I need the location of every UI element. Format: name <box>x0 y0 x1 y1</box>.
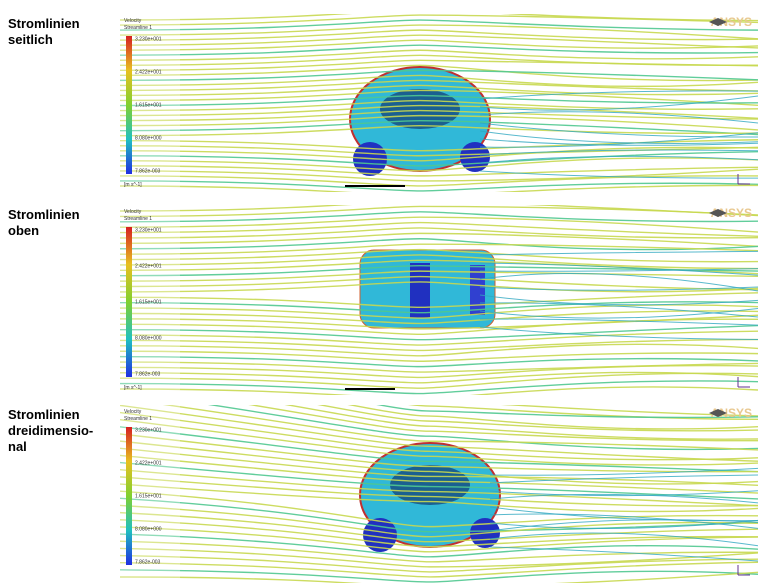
legend-title: Velocity <box>124 409 142 415</box>
legend-tick: 7.862e-003 <box>135 169 161 175</box>
legend-tick: 1.615e+001 <box>135 494 162 500</box>
scale-bar <box>345 388 395 390</box>
legend-title: Velocity <box>124 18 142 24</box>
streamline <box>120 362 758 372</box>
legend-tick: 3.230e+001 <box>135 428 162 434</box>
colorbar <box>126 36 132 174</box>
cfd-render: VelocityStreamline 1 3.230e+001 2.422e+001… <box>120 14 758 192</box>
legend-tick: 2.422e+001 <box>135 461 162 467</box>
streamline <box>120 562 758 577</box>
streamline <box>120 405 758 441</box>
wake-line <box>490 533 758 546</box>
legend-tick: 2.422e+001 <box>135 70 162 76</box>
legend-tick: 8.080e+000 <box>135 336 162 342</box>
legend-tick: 3.230e+001 <box>135 228 162 234</box>
legend-tick: 1.615e+001 <box>135 103 162 109</box>
page: StromlinienseitlichVelocityStreamline 13… <box>0 0 758 583</box>
legend-tick: 2.422e+001 <box>135 264 162 270</box>
streamline <box>120 387 758 395</box>
legend-unit: [m s^-1] <box>124 385 142 391</box>
legend-tick: 8.080e+000 <box>135 527 162 533</box>
label-line: oben <box>8 223 80 239</box>
wake-line <box>480 327 758 339</box>
label-line: Stromlinien <box>8 207 80 223</box>
streamline <box>120 206 758 216</box>
streamline <box>120 25 758 39</box>
scale-bar <box>345 185 405 187</box>
legend-tick: 7.862e-003 <box>135 372 161 378</box>
legend-title: Velocity <box>124 209 142 215</box>
legend-subtitle: Streamline 1 <box>124 25 152 31</box>
legend-tick: 8.080e+000 <box>135 136 162 142</box>
legend-tick: 1.615e+001 <box>135 300 162 306</box>
legend-tick: 3.230e+001 <box>135 37 162 43</box>
streamline <box>120 556 758 572</box>
streamline <box>120 223 758 237</box>
legend-subtitle: Streamline 1 <box>124 416 152 422</box>
legend-tick: 7.862e-003 <box>135 560 161 566</box>
legend-unit: [m s^-1] <box>124 182 142 188</box>
label-line: seitlich <box>8 32 80 48</box>
streamline <box>120 351 758 361</box>
colorbar <box>126 227 132 377</box>
wake-line <box>480 251 758 255</box>
car <box>360 443 500 552</box>
label-line: nal <box>8 439 93 455</box>
label-line: Stromlinien <box>8 16 80 32</box>
streamline <box>120 405 758 439</box>
label-line: Stromlinien <box>8 407 93 423</box>
label-line: dreidimensio- <box>8 423 93 439</box>
colorbar <box>126 427 132 565</box>
streamline <box>120 217 758 232</box>
legend-subtitle: Streamline 1 <box>124 216 152 222</box>
wake-line <box>480 156 758 163</box>
